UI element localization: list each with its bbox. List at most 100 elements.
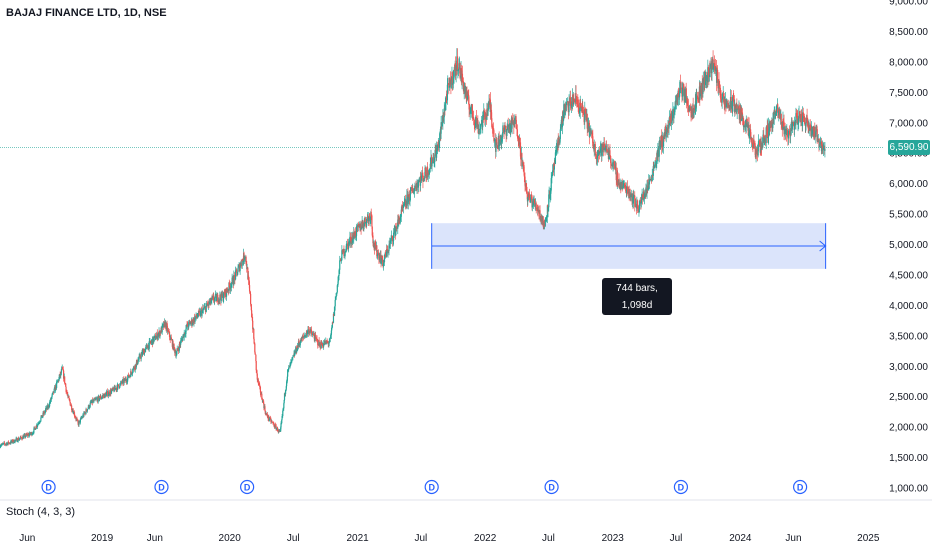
candle-body <box>88 406 91 409</box>
candle-body <box>4 444 6 446</box>
candle-body <box>124 378 127 381</box>
candle-body <box>710 62 712 74</box>
candle-body <box>290 360 292 363</box>
indicator-label[interactable]: Stoch (4, 3, 3) <box>6 506 76 518</box>
dividend-marker[interactable]: D <box>544 479 559 495</box>
candle-body <box>452 76 454 83</box>
candle-body <box>236 269 238 272</box>
candle-body <box>716 70 718 83</box>
candle-body <box>238 264 241 272</box>
candle-body <box>688 106 690 112</box>
candle-body <box>317 345 319 347</box>
dividend-marker[interactable]: D <box>424 479 439 495</box>
candle-body <box>527 197 529 202</box>
candle-body <box>353 232 355 236</box>
candle-body <box>676 97 679 106</box>
candle-body <box>194 317 196 319</box>
candle-body <box>803 115 805 119</box>
candle-body <box>99 398 101 400</box>
candle-body <box>566 102 568 105</box>
candle-body <box>138 355 140 360</box>
candle-body <box>440 122 442 134</box>
candle-body <box>148 341 150 349</box>
candle-body <box>255 354 257 362</box>
candle-body <box>40 415 42 418</box>
candle-body <box>399 218 401 224</box>
candle-body <box>647 187 649 189</box>
candle-body <box>427 172 430 175</box>
candle-body <box>158 330 160 337</box>
candle-body <box>714 66 716 68</box>
candle-body <box>621 182 623 189</box>
candle-body <box>667 127 669 129</box>
candle-body <box>37 423 39 426</box>
candle-body <box>131 371 134 374</box>
candle-body <box>744 124 746 126</box>
candle-body <box>110 390 112 394</box>
candle-body <box>662 136 664 147</box>
candle-body <box>689 107 691 111</box>
candle-body <box>635 203 637 208</box>
candle-body <box>746 123 748 127</box>
candle-body <box>394 226 396 231</box>
dividend-marker[interactable]: D <box>41 479 56 495</box>
candle-body <box>366 218 368 226</box>
candle-body <box>761 142 763 150</box>
candle-body <box>679 81 681 94</box>
candle-body <box>261 393 263 400</box>
candle-body <box>78 420 80 422</box>
candle-body <box>772 112 774 124</box>
candle-body <box>372 235 374 244</box>
candle-body <box>77 422 79 426</box>
candle-body <box>620 183 622 188</box>
candle-body <box>458 63 460 69</box>
candle-body <box>818 143 820 148</box>
time-axis[interactable]: Jun 2019 Jun 2020 Jul 2021 Jul 2022 Jul 2023 Jul 20… <box>19 533 880 544</box>
candle-body <box>311 334 314 335</box>
dividend-marker[interactable]: D <box>240 479 255 495</box>
candle-body <box>182 334 184 337</box>
candle-body <box>341 250 343 261</box>
measure-range[interactable] <box>431 223 827 269</box>
candle-body <box>535 207 538 209</box>
candle-body <box>418 180 420 182</box>
dividend-marker[interactable]: D <box>673 479 689 495</box>
candle-body <box>323 343 325 347</box>
dividend-marker-label: D <box>45 483 52 493</box>
candle-body <box>166 325 169 332</box>
candle-body <box>724 99 726 108</box>
candle-body <box>507 125 510 127</box>
candle-body <box>135 364 137 368</box>
candle-body <box>136 360 138 365</box>
candle-body <box>24 436 27 438</box>
candle-body <box>661 136 663 148</box>
candle-body <box>181 339 183 340</box>
candle-body <box>491 118 493 127</box>
candle-body <box>217 294 219 303</box>
candle-body <box>231 277 234 279</box>
y-tick-label: 6,000.00 <box>889 179 928 190</box>
candle-body <box>116 387 118 390</box>
candle-body <box>572 94 574 105</box>
candle-body <box>651 174 653 181</box>
candle-body <box>135 362 137 368</box>
dividend-marker[interactable]: D <box>793 479 808 495</box>
candle-body <box>812 130 814 134</box>
dividend-marker[interactable]: D <box>154 479 169 495</box>
candle-body <box>629 194 631 198</box>
price-axis[interactable]: 1,000.00 1,500.00 2,000.00 2,500.00 3,000.00… <box>889 0 928 495</box>
candle-body <box>708 72 710 77</box>
candle-body <box>15 438 17 440</box>
candle-body <box>475 116 477 124</box>
dividend-marker-label: D <box>428 483 435 493</box>
candle-body <box>71 405 73 411</box>
candle-body <box>289 362 291 368</box>
candle-body <box>488 100 490 105</box>
dividend-marker-circle <box>240 479 255 495</box>
candle-body <box>168 331 171 338</box>
candle-body <box>336 285 338 293</box>
candle-body <box>65 386 67 392</box>
candle-body <box>306 331 308 335</box>
